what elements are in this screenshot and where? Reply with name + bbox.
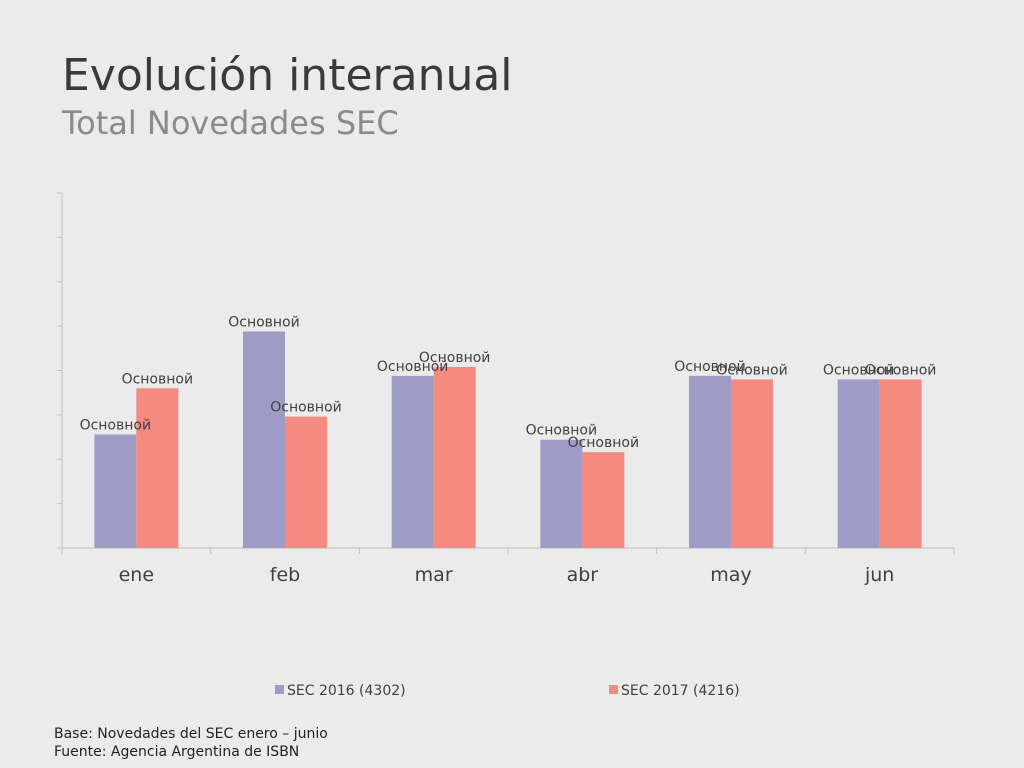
bar-2-ene [136, 388, 179, 548]
bar-2-abr [582, 452, 625, 548]
data-label: Основной [122, 371, 194, 387]
bar-2-jun [879, 379, 922, 548]
x-tick-label: abr [567, 564, 599, 586]
data-label: Основной [419, 350, 491, 366]
data-label: Основной [270, 400, 342, 416]
data-label: Основной [823, 362, 895, 378]
bar-2-feb [285, 416, 327, 548]
x-tick-label: mar [415, 564, 453, 586]
y-axis [57, 192, 63, 549]
legend-label: SEC 2017 (4216) [621, 683, 740, 699]
bar-1-abr [540, 439, 583, 548]
legend-swatch [275, 685, 284, 694]
x-tick-label: ene [119, 564, 154, 586]
data-label: Основной [716, 362, 788, 378]
data-label: Основной [377, 359, 449, 375]
x-tick-label: feb [270, 564, 300, 586]
data-label: Основной [526, 423, 598, 439]
data-labels: ОсновнойОсновнойОсновнойОсновнойОсновной… [80, 314, 937, 451]
data-label: Основной [674, 359, 746, 375]
data-label: Основной [865, 362, 937, 378]
x-tick-label: may [710, 564, 751, 586]
bar-1-may [689, 375, 731, 548]
data-label: Основной [80, 417, 152, 433]
bar-1-ene [94, 434, 137, 548]
bar-1-jun [837, 379, 880, 548]
bar-2-mar [433, 366, 476, 548]
footnote-base: Base: Novedades del SEC enero – junio [54, 726, 328, 742]
legend-label: SEC 2016 (4302) [287, 683, 406, 699]
data-label: Основной [568, 435, 640, 451]
chart-title: Evolución interanual [62, 50, 513, 101]
bar-1-feb [243, 331, 285, 548]
x-tick-label: jun [864, 564, 894, 586]
x-axis: ene feb mar abr may jun [61, 547, 955, 586]
chart-subtitle: Total Novedades SEC [62, 104, 399, 142]
footnote-source: Fuente: Agencia Argentina de ISBN [54, 744, 300, 760]
data-label: Основной [228, 314, 300, 330]
bar-1-mar [391, 375, 434, 548]
legend-swatch [609, 685, 618, 694]
legend: SEC 2016 (4302) SEC 2017 (4216) [275, 683, 740, 699]
bar-2-may [731, 379, 773, 548]
bars [94, 331, 922, 548]
